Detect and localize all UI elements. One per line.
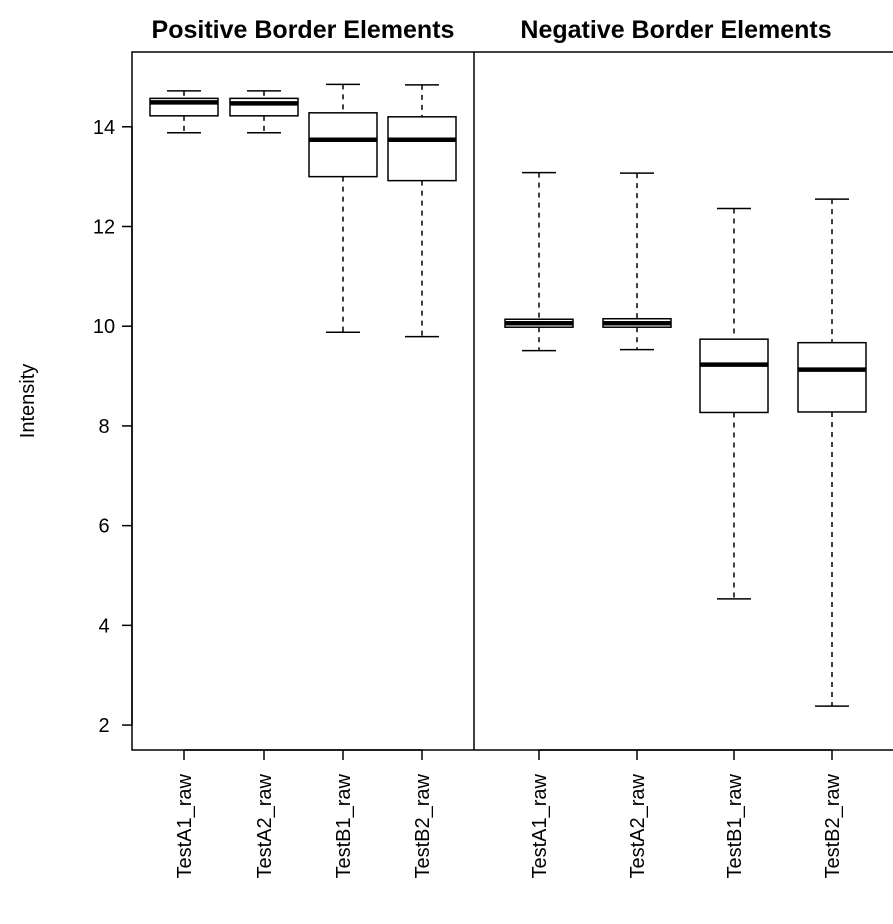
box-2-TestB2_raw [797,198,867,707]
y-tick-label-12: 12 [93,217,115,239]
iqr-box [308,112,378,178]
y-axis-label: Intensity [17,364,39,438]
box-1-TestA2_raw [229,90,299,134]
plot-frame [131,51,893,751]
x-tick-label-TestB2_raw: TestB2_raw [412,773,434,878]
y-tick-label-6: 6 [98,516,109,538]
x-tick-label-TestB1_raw: TestB1_raw [333,773,355,878]
y-tick-label-2: 2 [98,715,109,737]
box-2-TestA1_raw [504,171,574,352]
x-tick-label-TestA1_raw: TestA1_raw [529,773,551,878]
x-tick-label-TestB2_raw: TestB2_raw [822,773,844,878]
iqr-box [229,97,299,117]
iqr-box [797,341,867,413]
x-tick-label-TestB1_raw: TestB1_raw [724,773,746,878]
box-1-TestA1_raw [149,90,219,134]
x-tick-label-TestA2_raw: TestA2_raw [254,773,276,878]
x-tick-label-TestA2_raw: TestA2_raw [627,773,649,878]
y-tick-label-14: 14 [93,117,115,139]
y-tick-label-4: 4 [98,615,109,637]
panel-title-1: Positive Border Elements [152,16,455,44]
box-1-TestB2_raw [387,84,457,338]
box-1-TestB1_raw [308,83,378,333]
box-2-TestA2_raw [602,172,672,351]
y-tick-label-10: 10 [93,316,115,338]
iqr-box [699,338,769,414]
y-tick-label-8: 8 [98,416,109,438]
panel-title-2: Negative Border Elements [520,16,831,44]
box-2-TestB1_raw [699,207,769,600]
iqr-box [387,116,457,182]
x-tick-label-TestA1_raw: TestA1_raw [174,773,196,878]
